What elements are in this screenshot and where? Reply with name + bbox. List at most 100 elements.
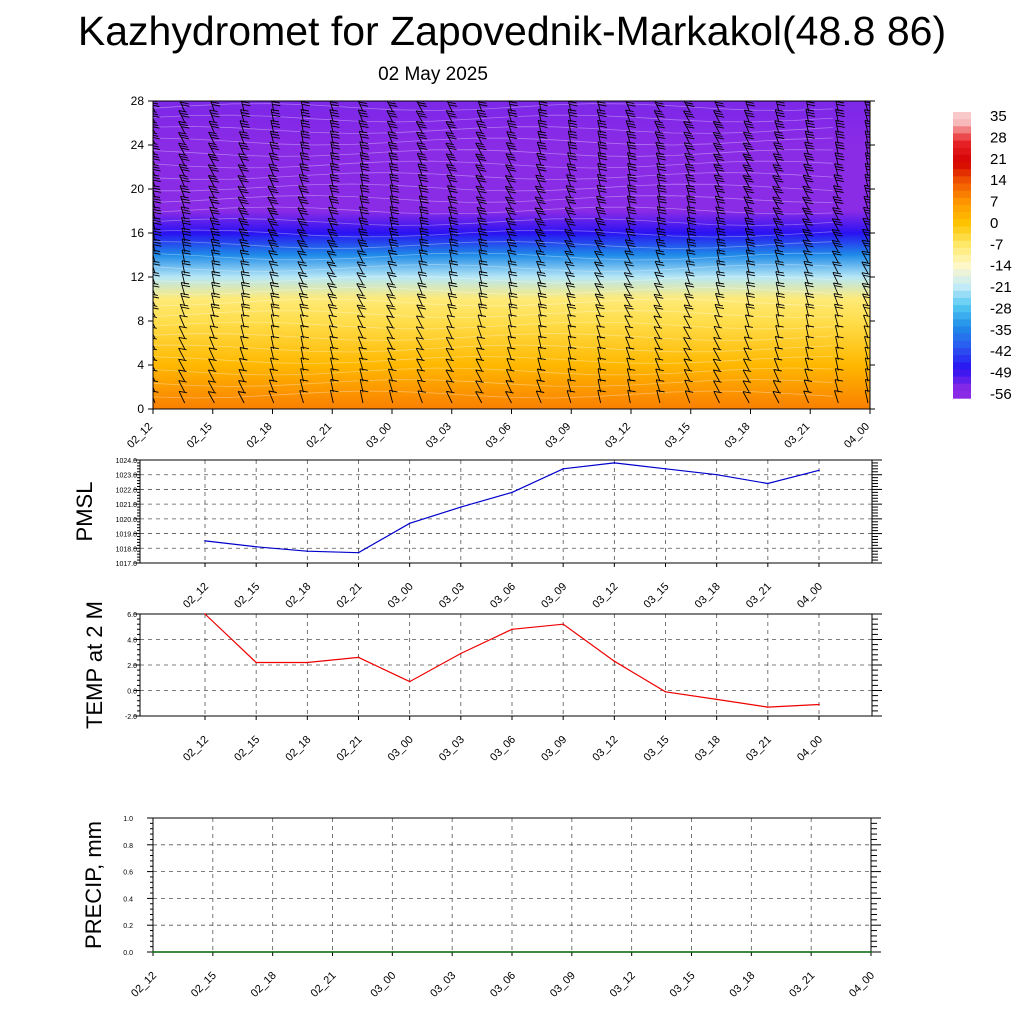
wind-barb <box>356 250 367 263</box>
wind-barb <box>626 357 635 371</box>
wind-barb <box>534 229 546 242</box>
x-tick-label: 04_00 <box>795 581 825 611</box>
wind-barb <box>178 358 187 371</box>
colorbar-swatch <box>953 305 971 313</box>
y-tick-label: 4 <box>137 358 144 372</box>
wind-barb <box>238 228 250 242</box>
wind-barb <box>297 207 309 220</box>
wind-barb <box>716 238 727 252</box>
wind-barb <box>475 131 487 144</box>
data-point <box>255 661 257 664</box>
wind-barb <box>537 282 547 296</box>
wind-barb <box>775 303 785 317</box>
wind-barb <box>568 101 578 112</box>
wind-barb <box>297 196 309 209</box>
colorbar-swatch <box>953 347 971 356</box>
wind-barb <box>596 101 607 112</box>
wind-barb <box>626 195 637 209</box>
colorbar-label: -56 <box>990 386 1012 403</box>
wind-barb <box>153 227 162 242</box>
wind-barb <box>834 325 844 339</box>
wind-barb <box>626 368 636 382</box>
wind-barb <box>566 163 577 177</box>
wind-barb <box>654 358 664 371</box>
wind-barb <box>270 325 280 339</box>
wind-barb <box>684 293 694 306</box>
wind-barb <box>745 249 755 263</box>
wind-barb <box>505 217 517 231</box>
x-tick-label: 03_21 <box>744 734 774 764</box>
wind-barb <box>597 173 607 188</box>
wind-barb <box>208 175 220 188</box>
colorbar-swatch <box>953 362 971 371</box>
wind-barb <box>686 206 697 220</box>
wind-barb <box>416 369 425 382</box>
y-tick-label: 1021.0 <box>116 502 138 509</box>
wind-barb <box>805 119 815 134</box>
wind-barb <box>802 250 813 263</box>
wind-barb <box>802 207 814 220</box>
wind-barb <box>834 314 844 328</box>
wind-barb <box>773 142 785 155</box>
wind-barb <box>446 314 456 328</box>
wind-barb <box>359 163 370 177</box>
wind-barb <box>388 389 398 404</box>
wind-barb <box>178 347 187 361</box>
wind-barb <box>686 238 697 252</box>
wind-barb <box>742 369 752 382</box>
wind-barb <box>507 336 516 350</box>
wind-barb <box>300 325 309 339</box>
wind-barb <box>419 217 429 231</box>
wind-barb <box>653 282 664 296</box>
wind-barb <box>445 121 457 134</box>
wind-barb <box>864 109 870 123</box>
x-tick-label: 03_09 <box>548 970 578 1000</box>
y-tick-label: 0.0 <box>123 950 133 957</box>
wind-barb <box>358 357 368 371</box>
wind-barb <box>505 142 517 155</box>
data-point <box>408 680 411 683</box>
wind-barb <box>564 239 576 253</box>
y-tick-label: 1023.0 <box>116 473 138 480</box>
wind-barb <box>537 130 548 144</box>
wind-barb <box>535 163 547 177</box>
wind-barb <box>597 141 608 155</box>
colorbar-label: -35 <box>990 322 1012 339</box>
colorbar-swatch <box>953 326 971 335</box>
wind-barb <box>356 261 367 274</box>
wind-barb <box>475 175 487 188</box>
wind-barb <box>386 110 398 123</box>
wind-barb <box>805 335 814 350</box>
wind-barb <box>211 281 221 296</box>
wind-barb <box>567 335 577 350</box>
colorbar-swatch <box>953 355 971 363</box>
wind-barbs <box>153 101 870 404</box>
y-axis-title: TEMP at 2 M <box>82 601 107 729</box>
wind-barb <box>180 282 191 296</box>
x-tick-label: 03_06 <box>484 421 514 451</box>
wind-barb <box>386 293 396 307</box>
wind-barb <box>567 109 578 123</box>
wind-barb <box>594 282 605 296</box>
wind-barb <box>327 304 338 317</box>
wind-barb <box>327 293 338 306</box>
colorbar-swatch <box>953 147 971 156</box>
wind-barb <box>653 336 663 350</box>
wind-barb <box>475 153 487 166</box>
temperature-field <box>153 101 870 409</box>
wind-barb <box>270 109 281 123</box>
wind-barb <box>656 206 667 220</box>
wind-barb <box>804 357 814 371</box>
wind-barb <box>329 346 339 360</box>
wind-barb <box>207 164 219 177</box>
wind-barb <box>742 391 752 404</box>
colorbar-swatch <box>953 390 971 399</box>
y-axis-title: PMSL <box>72 482 97 542</box>
wind-barb <box>654 101 665 112</box>
y-tick-label: 0 <box>137 402 144 416</box>
y-tick-label: 12 <box>131 270 145 284</box>
wind-barb <box>834 379 844 393</box>
wind-barb <box>415 326 425 339</box>
wind-barb <box>772 391 781 404</box>
